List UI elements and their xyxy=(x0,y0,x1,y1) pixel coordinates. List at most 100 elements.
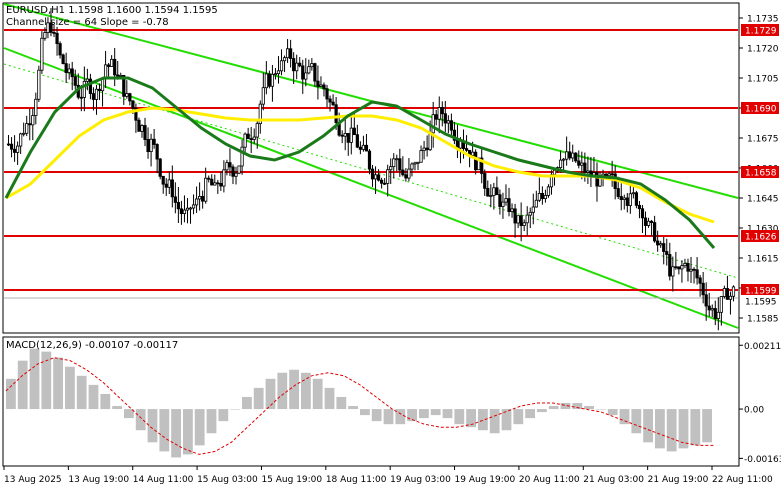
candle-body xyxy=(577,160,581,166)
candle-body xyxy=(525,214,529,224)
candle-body xyxy=(668,254,672,277)
candle-body xyxy=(9,143,14,150)
candle-body xyxy=(419,150,423,163)
macd-bar xyxy=(466,409,476,428)
candle-body xyxy=(216,182,220,185)
candle-body xyxy=(346,133,350,143)
candle-body xyxy=(107,64,111,67)
macd-bar xyxy=(383,409,394,425)
candle-body xyxy=(361,144,366,150)
candle-body xyxy=(367,150,372,170)
candle-body xyxy=(431,114,435,134)
macd-bar xyxy=(513,409,524,425)
candle-body xyxy=(434,114,438,120)
level-tag-3 xyxy=(741,230,779,242)
candle-body xyxy=(222,169,226,187)
candle-body xyxy=(119,75,123,77)
candle-body xyxy=(125,93,129,97)
candle-body xyxy=(674,266,678,269)
candle-body xyxy=(701,282,705,296)
candle-body xyxy=(604,173,608,177)
candle-body xyxy=(716,311,720,319)
candle-body xyxy=(31,115,35,126)
candle-body xyxy=(167,179,171,188)
candle-body xyxy=(607,173,611,177)
macd-tick-label: 0.00211 xyxy=(744,342,781,352)
candle-body xyxy=(170,179,174,198)
time-tick-label: 15 Aug 03:00 xyxy=(197,475,258,485)
macd-indicator: 0.00211 0.00 -0.00163 xyxy=(5,342,781,465)
candle-body xyxy=(264,73,268,89)
candle-body xyxy=(295,62,299,72)
candle-body xyxy=(492,187,496,196)
candle-body xyxy=(355,134,359,148)
candle-body xyxy=(334,104,338,123)
candle-body xyxy=(610,173,614,176)
candle-body xyxy=(383,182,387,185)
candle-body xyxy=(731,286,736,297)
candle-body xyxy=(637,204,642,210)
level-tag-label: 1.1729 xyxy=(745,27,777,37)
candle-body xyxy=(279,60,284,72)
macd-bar xyxy=(277,372,288,410)
candle-body xyxy=(646,220,651,226)
macd-bar xyxy=(336,396,347,410)
candle-body xyxy=(58,43,62,56)
candle-body xyxy=(319,84,323,87)
candle-body xyxy=(237,165,241,174)
candle-body xyxy=(185,207,190,211)
candle-body xyxy=(261,87,265,105)
macd-bar xyxy=(678,409,689,449)
candle-body xyxy=(122,75,126,97)
price-tick-label: 1.1615 xyxy=(747,255,779,265)
candle-body xyxy=(407,168,411,179)
price-tick-label: 1.1735 xyxy=(747,15,779,25)
time-tick-label: 18 Aug 11:00 xyxy=(326,475,387,485)
candle-body xyxy=(276,70,281,75)
candle-body xyxy=(440,107,444,115)
macd-bar xyxy=(194,409,205,446)
candle-body xyxy=(510,208,514,212)
price-tick-label: 1.1675 xyxy=(747,135,779,145)
candle-body xyxy=(410,163,414,170)
candle-body xyxy=(340,134,344,137)
candle-body xyxy=(310,63,314,68)
candle-body xyxy=(204,177,208,202)
candle-body xyxy=(389,166,393,171)
candle-body xyxy=(182,209,187,214)
candle-body xyxy=(552,169,557,176)
candle-body xyxy=(728,295,733,300)
candle-body xyxy=(449,120,453,131)
candle-body xyxy=(110,58,114,67)
candle-body xyxy=(671,266,675,277)
macd-bar xyxy=(6,378,16,410)
candle-body xyxy=(680,265,684,270)
candle-body xyxy=(464,148,469,151)
candle-body xyxy=(155,144,159,160)
candle-body xyxy=(207,177,211,180)
candle-body xyxy=(49,22,53,33)
candle-body xyxy=(586,170,590,173)
candle-body xyxy=(289,48,293,59)
candle-body xyxy=(489,195,493,197)
candle-body xyxy=(292,58,296,72)
candle-body xyxy=(416,161,420,164)
candle-body xyxy=(228,162,232,168)
level-tag-4 xyxy=(741,284,779,296)
candle-body xyxy=(659,243,663,246)
candle-body xyxy=(282,57,287,62)
candle-body xyxy=(12,148,17,153)
candle-body xyxy=(692,268,696,271)
candle-body xyxy=(571,152,575,159)
candle-body xyxy=(516,215,520,224)
candle-body xyxy=(240,146,244,167)
candle-body xyxy=(25,123,29,134)
candle-body xyxy=(619,196,623,200)
macd-bar xyxy=(702,409,712,443)
candle-body xyxy=(540,192,544,200)
candle-body xyxy=(722,288,726,297)
candle-body xyxy=(522,222,526,226)
candle-body xyxy=(140,125,144,132)
candle-body xyxy=(452,129,457,141)
candle-body xyxy=(19,133,23,147)
